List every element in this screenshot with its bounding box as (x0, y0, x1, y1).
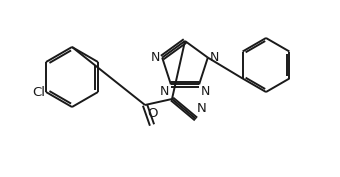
Text: Cl: Cl (32, 85, 45, 98)
Text: N: N (197, 102, 207, 115)
Text: N: N (201, 85, 210, 98)
Text: N: N (210, 51, 219, 64)
Text: N: N (151, 51, 160, 64)
Text: O: O (147, 107, 157, 120)
Text: N: N (159, 85, 169, 98)
